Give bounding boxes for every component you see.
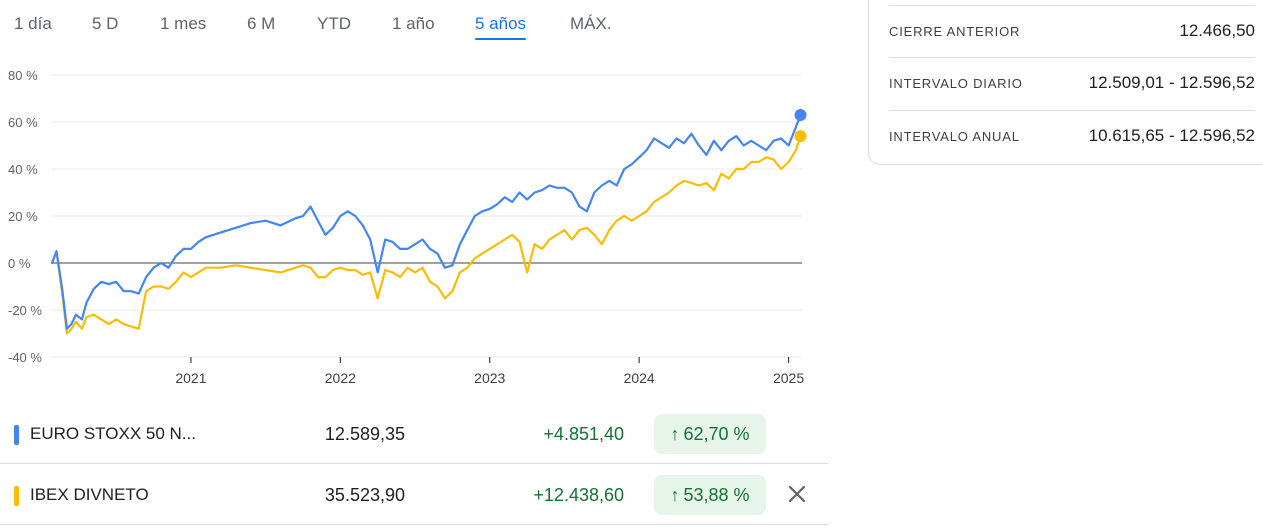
x-tick-label: 2025 — [773, 370, 804, 386]
tab-6-m[interactable]: 6 M — [247, 14, 276, 33]
stat-value: 12.509,01 - 12.596,52 — [1088, 73, 1255, 92]
stat-label: CIERRE ANTERIOR — [889, 24, 1021, 39]
arrow-up-icon: ↑ — [670, 485, 680, 505]
stat-label: INTERVALO DIARIO — [889, 76, 1023, 91]
tab-1-ano[interactable]: 1 año — [392, 14, 435, 33]
comparison-percent: 62,70 % — [683, 423, 750, 444]
comparison-name: EURO STOXX 50 N... — [30, 424, 196, 443]
comparison-price: 12.589,35 — [324, 424, 405, 444]
comparison-row-euro-stoxx[interactable]: EURO STOXX 50 N... 12.589,35 +4.851,40 ↑… — [0, 404, 828, 464]
series-line — [50, 113, 802, 330]
stat-value: 10.615,65 - 12.596,52 — [1088, 126, 1255, 145]
remove-comparison-button[interactable] — [782, 479, 812, 509]
stat-value: 12.466,50 — [1179, 21, 1255, 40]
y-tick-label: 80 % — [8, 68, 38, 83]
y-tick-label: 40 % — [8, 162, 38, 177]
stat-label: INTERVALO ANUAL — [889, 129, 1020, 144]
comparison-row-ibex[interactable]: IBEX DIVNETO 35.523,90 +12.438,60 ↑ 53,8… — [0, 465, 828, 525]
series-end-dot — [794, 108, 807, 121]
y-tick-label: -40 % — [8, 350, 42, 365]
stats-panel: CIERRE ANTERIOR 12.466,50 INTERVALO DIAR… — [868, 0, 1263, 165]
y-tick-label: -20 % — [8, 303, 42, 318]
comparison-change: +4.851,40 — [543, 424, 624, 444]
series-color-swatch — [14, 425, 19, 445]
tab-5-d[interactable]: 5 D — [92, 14, 119, 33]
y-tick-label: 20 % — [8, 209, 38, 224]
close-icon — [788, 485, 806, 503]
x-tick-label: 2022 — [325, 370, 356, 386]
tab-1-dia[interactable]: 1 día — [14, 14, 52, 33]
tab-5-anos[interactable]: 5 años — [475, 14, 527, 40]
series-line — [50, 135, 802, 335]
x-tick-label: 2023 — [474, 370, 505, 386]
y-tick-label: 60 % — [8, 115, 38, 130]
stat-row: INTERVALO ANUAL 10.615,65 - 12.596,52 — [889, 111, 1255, 164]
comparison-name: IBEX DIVNETO — [30, 485, 149, 504]
tab-ytd[interactable]: YTD — [317, 14, 351, 33]
stat-row: CIERRE ANTERIOR 12.466,50 — [889, 5, 1255, 58]
comparison-percent-badge: ↑ 53,88 % — [654, 475, 766, 515]
series-color-swatch — [14, 486, 19, 506]
comparison-price: 35.523,90 — [324, 485, 405, 505]
x-tick-label: 2021 — [175, 370, 206, 386]
arrow-up-icon: ↑ — [670, 424, 680, 444]
comparison-line-chart[interactable]: 80 % 60 % 40 % 20 % 0 % -20 % -40 % 2021 2022 202… — [0, 60, 830, 395]
range-tabs: 1 día 5 D 1 mes 6 M YTD 1 año 5 años MÁX… — [0, 0, 830, 52]
tab-1-mes[interactable]: 1 mes — [160, 14, 207, 33]
x-tick-label: 2024 — [624, 370, 655, 386]
series-end-dot — [794, 130, 807, 143]
comparison-change: +12.438,60 — [533, 485, 624, 505]
comparison-percent-badge: ↑ 62,70 % — [654, 414, 766, 454]
tab-max[interactable]: MÁX. — [570, 14, 612, 33]
y-tick-label: 0 % — [8, 256, 31, 271]
stat-row: INTERVALO DIARIO 12.509,01 - 12.596,52 — [889, 58, 1255, 111]
comparison-percent: 53,88 % — [683, 484, 750, 505]
